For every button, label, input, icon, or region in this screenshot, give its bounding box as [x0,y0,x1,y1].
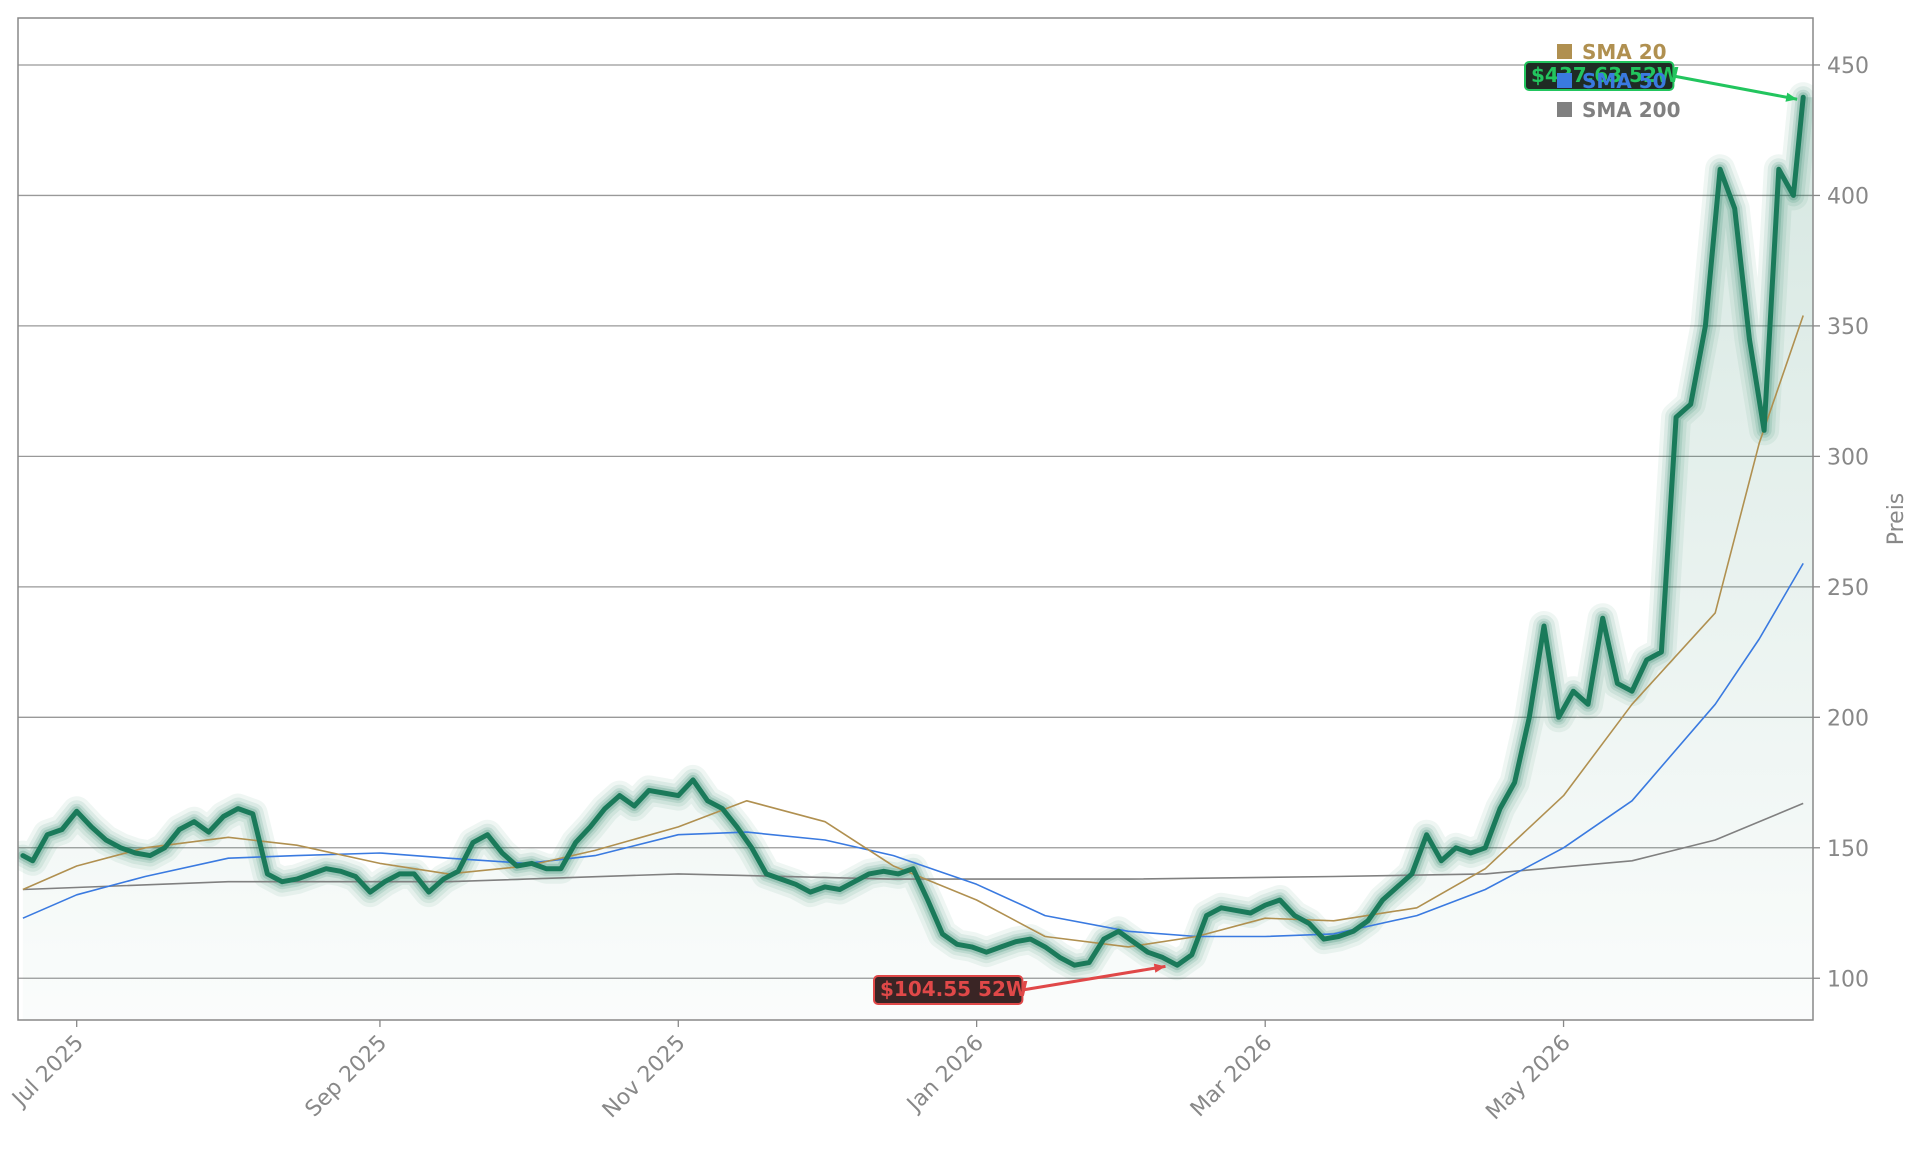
legend: SMA 20 SMA 50 SMA 200 [1557,40,1681,122]
y-tick-label: 250 [1827,576,1869,601]
legend-swatch [1557,44,1572,59]
y-tick-label: 150 [1827,837,1869,862]
high-52w-arrow-head [1785,92,1798,102]
legend-swatch [1557,102,1572,117]
sma20-line [22,315,1804,948]
sma200-line [22,802,1804,891]
y-tick-label: 200 [1827,706,1869,731]
x-tick-label: Sep 2025 [301,1031,393,1123]
legend-label: SMA 200 [1582,98,1681,122]
y-tick-label: 450 [1827,54,1869,79]
y-tick-label: 300 [1827,445,1869,470]
y-axis-label: Preis [1884,493,1909,546]
sma50-line [22,562,1804,938]
y-tick-label: 350 [1827,315,1869,340]
legend-label: SMA 20 [1582,40,1667,64]
high-52w-label-text: $437.63 52W [1531,63,1679,87]
x-tick-label: Jul 2025 [7,1031,89,1113]
low-52w-arrow [1022,964,1166,992]
high-52w-arrow [1673,74,1798,101]
x-tick-label: Mar 2026 [1186,1031,1278,1123]
low-52w-label-text: $104.55 52W [880,977,1028,1001]
x-tick-label: Nov 2025 [598,1031,691,1124]
plot-frame [17,17,1814,1021]
x-tick-label: May 2026 [1481,1031,1575,1125]
series-layer [18,82,1813,1020]
x-tick-label: Jan 2026 [901,1031,989,1119]
low-52w-label: $104.55 52W [873,975,1028,1005]
price-area [22,97,1813,1020]
legend-swatch [1557,73,1572,88]
legend-label: SMA 50 [1582,69,1667,93]
y-tick-label: 400 [1827,184,1869,209]
low-52w-arrow-head [1153,963,1166,973]
y-tick-label: 100 [1827,967,1869,992]
price-line [20,94,1806,968]
grid-lines [18,64,1813,979]
